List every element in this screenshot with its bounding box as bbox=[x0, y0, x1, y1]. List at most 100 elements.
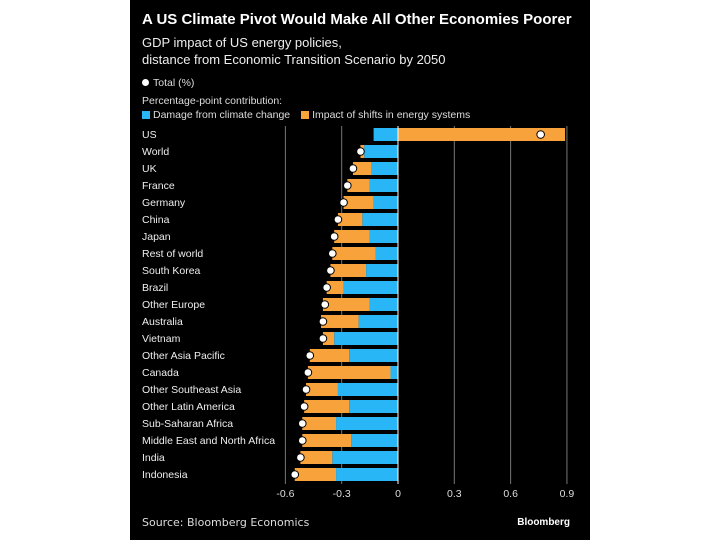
bar-segment-energy bbox=[334, 230, 370, 243]
bar-segment-energy bbox=[326, 281, 344, 294]
x-tick-label: -0.3 bbox=[333, 488, 351, 500]
total-dot bbox=[299, 402, 309, 411]
bar-segment-climate bbox=[337, 383, 398, 396]
total-dot bbox=[305, 351, 315, 360]
total-dot bbox=[339, 198, 348, 207]
bar-segment-energy bbox=[306, 383, 338, 396]
bar-segment-energy bbox=[398, 128, 566, 141]
bar-segment-energy bbox=[309, 349, 350, 362]
bar-segment-climate bbox=[366, 264, 398, 277]
x-tick-label: 0 bbox=[395, 488, 401, 500]
bar-segment-energy bbox=[347, 179, 370, 192]
category-label: Australia bbox=[142, 316, 183, 328]
bar-segment-climate bbox=[351, 434, 398, 447]
bar-segment-energy bbox=[322, 298, 370, 311]
bar-chart: -0.6 -0.3 0 0.3 0.6 0.9 US World UK France Germany… bbox=[142, 126, 575, 500]
category-label: Other Asia Pacific bbox=[142, 350, 225, 362]
category-label: Other Latin America bbox=[142, 401, 235, 413]
total-dot bbox=[328, 249, 337, 258]
total-dot bbox=[318, 317, 328, 326]
bar-segment-climate bbox=[373, 196, 398, 209]
total-dot bbox=[297, 436, 307, 445]
category-label: South Korea bbox=[142, 265, 201, 277]
category-label: China bbox=[142, 214, 170, 226]
x-tick-label: 0.3 bbox=[447, 488, 462, 500]
bar-segment-climate bbox=[369, 230, 398, 243]
total-dot bbox=[303, 368, 313, 377]
category-label: World bbox=[142, 146, 169, 158]
total-dot bbox=[348, 164, 358, 173]
bar-segment-energy bbox=[304, 400, 350, 413]
x-tick-label: -0.6 bbox=[276, 488, 294, 500]
bar-segment-climate bbox=[373, 128, 398, 141]
total-dot bbox=[297, 419, 307, 428]
total-dot bbox=[356, 147, 365, 156]
bar-segment-energy bbox=[322, 332, 335, 345]
category-label: Japan bbox=[142, 231, 171, 243]
bar-segment-climate bbox=[332, 451, 398, 464]
category-label: Brazil bbox=[142, 282, 168, 294]
source-note: Source: Bloomberg Economics bbox=[142, 516, 310, 529]
category-label: Middle East and North Africa bbox=[142, 435, 275, 447]
chart-subtitle-line2: distance from Economic Transition Scenar… bbox=[142, 52, 446, 67]
bar-segment-climate bbox=[336, 468, 398, 481]
category-label: France bbox=[142, 180, 175, 192]
total-dot bbox=[318, 334, 328, 343]
bar-segment-energy bbox=[330, 264, 367, 277]
bar-segment-energy bbox=[337, 213, 363, 226]
bar-segment-climate bbox=[334, 332, 398, 345]
bar-segment-climate bbox=[375, 247, 398, 260]
bar-segment-climate bbox=[371, 162, 398, 175]
total-dot bbox=[296, 453, 305, 462]
legend-total: Total (%) bbox=[142, 77, 194, 89]
chart-panel: A US Climate Pivot Would Make All Other … bbox=[130, 0, 590, 540]
bar-segment-climate bbox=[364, 145, 398, 158]
bar-segment-climate bbox=[369, 179, 398, 192]
bar-segment-energy bbox=[300, 451, 333, 464]
bar-segment-climate bbox=[349, 400, 398, 413]
legend-total-label: Total (%) bbox=[153, 77, 195, 89]
category-label: Sub-Saharan Africa bbox=[142, 418, 233, 430]
legend-heading: Percentage-point contribution: bbox=[142, 95, 283, 107]
bar-segment-climate bbox=[358, 315, 398, 328]
total-dot bbox=[301, 385, 311, 394]
total-dot bbox=[343, 181, 352, 190]
bloomberg-logo: Bloomberg bbox=[517, 517, 570, 528]
total-dot bbox=[320, 300, 330, 309]
bar-segment-energy bbox=[302, 434, 352, 447]
legend-swatch-energy bbox=[301, 111, 310, 119]
bar-segment-energy bbox=[352, 162, 372, 175]
legend-series: Damage from climate change Impact of shi… bbox=[142, 109, 470, 121]
chart-subtitle-line1: GDP impact of US energy policies, bbox=[142, 35, 342, 50]
category-label: Canada bbox=[142, 367, 179, 379]
bar-segment-energy bbox=[343, 196, 374, 209]
category-label: Germany bbox=[142, 197, 186, 209]
bar-segment-climate bbox=[390, 366, 398, 379]
category-label: Other Europe bbox=[142, 299, 205, 311]
category-label: Rest of world bbox=[142, 248, 203, 260]
legend-label-climate: Damage from climate change bbox=[153, 109, 291, 121]
category-label: Indonesia bbox=[142, 469, 188, 481]
category-label: Vietnam bbox=[142, 333, 181, 345]
legend-label-energy: Impact of shifts in energy systems bbox=[312, 109, 471, 121]
category-label: UK bbox=[142, 163, 157, 175]
category-label: India bbox=[142, 452, 165, 464]
total-dot bbox=[322, 283, 331, 292]
bar-segment-climate bbox=[349, 349, 398, 362]
x-tick-label: 0.9 bbox=[560, 488, 575, 500]
bar-segment-climate bbox=[343, 281, 398, 294]
total-dot bbox=[326, 266, 335, 275]
total-dot bbox=[333, 215, 343, 224]
bar-segment-climate bbox=[369, 298, 398, 311]
total-dot bbox=[290, 470, 300, 479]
bar-segment-energy bbox=[294, 468, 337, 481]
category-label: US bbox=[142, 129, 157, 141]
bar-segment-energy bbox=[321, 315, 359, 328]
total-dot-icon bbox=[142, 79, 149, 86]
category-label: Other Southeast Asia bbox=[142, 384, 241, 396]
bar-segment-energy bbox=[332, 247, 376, 260]
x-tick-label: 0.6 bbox=[503, 488, 518, 500]
bar-segment-energy bbox=[307, 366, 391, 379]
total-dot bbox=[329, 232, 339, 241]
total-dot bbox=[536, 130, 545, 139]
